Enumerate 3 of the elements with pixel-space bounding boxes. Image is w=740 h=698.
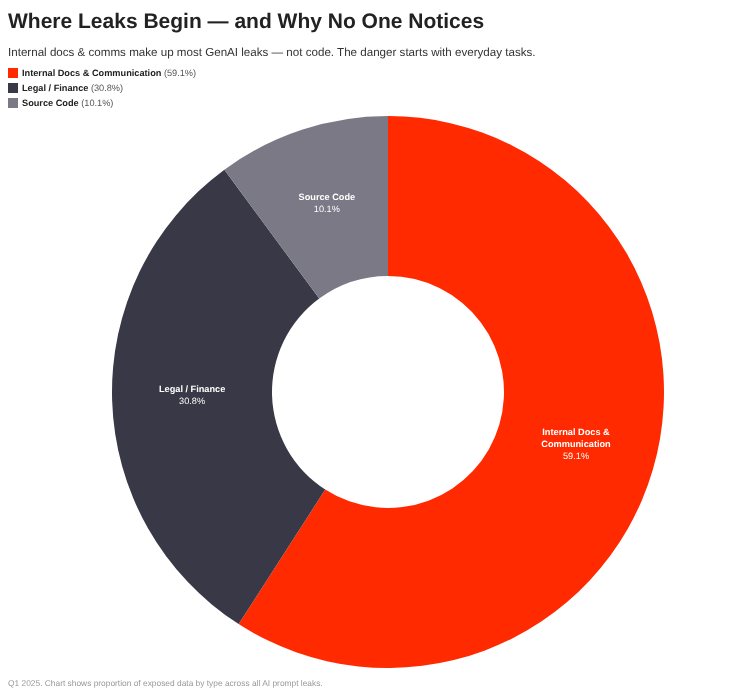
chart-title: Where Leaks Begin — and Why No One Notices <box>8 10 485 34</box>
donut-slice <box>224 116 388 299</box>
donut-slice <box>238 116 664 668</box>
